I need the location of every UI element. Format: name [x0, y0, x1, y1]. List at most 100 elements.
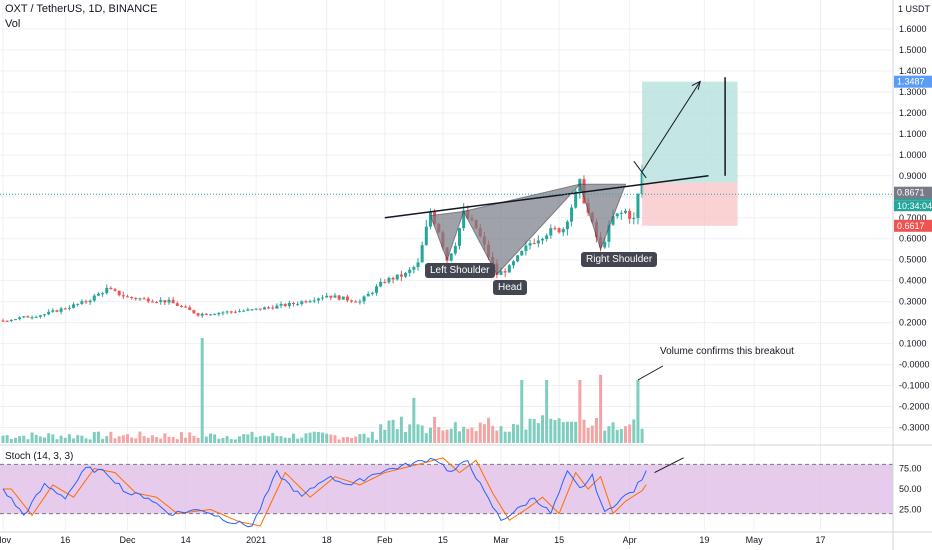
volume-bar [594, 417, 598, 443]
volume-bar [250, 431, 254, 443]
candle [229, 310, 233, 314]
candle-body [121, 295, 125, 297]
price-tick-label: 1.6000 [899, 24, 927, 34]
candle [536, 235, 540, 248]
volume-bar [466, 428, 470, 443]
time-tick-label: 15 [438, 535, 448, 545]
volume-bar [628, 424, 632, 443]
candle-body [179, 305, 183, 307]
volume-bar [279, 436, 283, 443]
time-tick-label: Mar [493, 535, 509, 545]
countdown-bg [894, 200, 932, 212]
volume-bar [345, 436, 349, 443]
volume-bar [209, 433, 212, 443]
stop-price-tag: 0.6617 [897, 221, 925, 231]
arrow-head [691, 80, 701, 90]
head-label[interactable]: Head [493, 280, 527, 295]
volume-bar [599, 374, 603, 443]
countdown-tag: 10:34:04 [897, 201, 932, 211]
volume-bar [350, 438, 354, 443]
candle-body [574, 191, 578, 208]
candle-body [22, 316, 26, 318]
price-tick-label: 1.2000 [899, 108, 927, 118]
candle-body [316, 298, 320, 301]
candle [204, 312, 208, 316]
candle [516, 254, 520, 263]
pattern-triangle [579, 183, 627, 251]
volume-bar [590, 425, 594, 443]
volume-bar [325, 433, 329, 443]
candle [628, 208, 632, 224]
symbol-title[interactable]: OXT / TetherUS, 1D, BINANCE [5, 3, 158, 15]
left-shoulder-label[interactable]: Left Shoulder [425, 263, 495, 278]
volume-note-arrow [637, 365, 664, 381]
volume-bar [38, 436, 42, 443]
volume-bar [553, 420, 557, 443]
volume-bar [503, 431, 507, 443]
volume-bar [13, 437, 17, 443]
volume-bar [109, 431, 113, 443]
candle-body [350, 300, 354, 302]
candle [383, 279, 387, 284]
volume-bar [233, 439, 237, 443]
candle-body [561, 229, 565, 233]
stoch-d-line [3, 457, 647, 527]
volume-bar [175, 439, 179, 443]
time-tick-label: Nov [0, 535, 11, 545]
candle [271, 305, 275, 310]
volume-legend[interactable]: Vol [5, 18, 21, 30]
candle [101, 291, 105, 297]
candle-body [146, 298, 150, 302]
entry-price-tag-bg [894, 186, 932, 199]
right-shoulder-label[interactable]: Right Shoulder [581, 252, 658, 267]
volume-bar [300, 437, 304, 443]
volume-bar [47, 433, 51, 443]
volume-bar [619, 429, 623, 443]
candle [88, 299, 92, 305]
volume-bar [640, 428, 644, 443]
candle-body [607, 224, 611, 242]
volume-bar [570, 421, 574, 443]
volume-bar [117, 436, 121, 443]
price-tick-label: 0.7000 [899, 213, 927, 223]
candle [337, 294, 341, 301]
price-tick-label: 1.1000 [899, 129, 927, 139]
candle-body [55, 310, 59, 312]
candle [30, 315, 34, 320]
price-tick-label: -0.1000 [899, 381, 930, 391]
candle [341, 296, 345, 300]
candle [615, 213, 619, 219]
stoch-band [0, 464, 893, 514]
volume-bar [607, 426, 611, 443]
candle-body [159, 300, 163, 302]
volume-bar [26, 439, 30, 443]
stoch-legend[interactable]: Stoch (14, 3, 3) [5, 451, 74, 462]
volume-note[interactable]: Volume confirms this breakout [660, 346, 794, 357]
candle [287, 300, 291, 309]
candle [84, 299, 88, 305]
candle [233, 310, 237, 314]
volume-bar [113, 438, 117, 443]
candle [632, 212, 636, 225]
volume-bar [516, 424, 520, 443]
volume-bar [221, 437, 225, 443]
volume-bar [312, 431, 316, 443]
volume-bar [491, 425, 495, 443]
volume-bar [528, 418, 532, 443]
candle-body [204, 313, 208, 315]
volume-bar [395, 429, 399, 443]
volume-bar [88, 439, 92, 443]
volume-bar [632, 419, 636, 443]
volume-bar [437, 427, 441, 443]
candle [279, 301, 283, 309]
candle [528, 239, 532, 250]
volume-bar [387, 420, 391, 443]
price-tick-label: 1.3000 [899, 87, 927, 97]
candle-body [296, 303, 300, 305]
candle-body [184, 306, 188, 308]
candle-body [524, 245, 528, 251]
candle-body [370, 292, 374, 294]
volume-bar [379, 424, 383, 443]
candle [350, 299, 354, 304]
